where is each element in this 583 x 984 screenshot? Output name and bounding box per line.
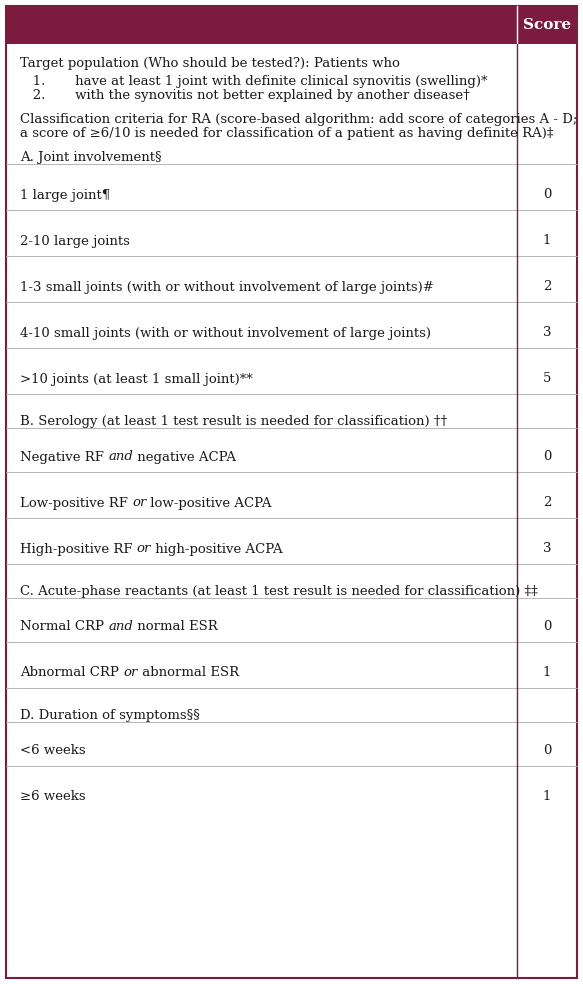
Text: Target population (Who should be tested?): Patients who: Target population (Who should be tested?… — [20, 56, 400, 70]
Text: 0: 0 — [543, 621, 551, 634]
Text: 0: 0 — [543, 745, 551, 758]
Text: low-positive ACPA: low-positive ACPA — [146, 497, 272, 510]
Text: 2: 2 — [543, 497, 551, 510]
Text: 1-3 small joints (with or without involvement of large joints)#: 1-3 small joints (with or without involv… — [20, 280, 434, 293]
Text: ≥6 weeks: ≥6 weeks — [20, 790, 86, 804]
Text: and: and — [108, 451, 133, 463]
Text: D. Duration of symptoms§§: D. Duration of symptoms§§ — [20, 708, 200, 721]
Text: Normal CRP: Normal CRP — [20, 621, 108, 634]
Text: normal ESR: normal ESR — [133, 621, 218, 634]
Text: and: and — [108, 621, 133, 634]
Text: B. Serology (at least 1 test result is needed for classification) ††: B. Serology (at least 1 test result is n… — [20, 414, 447, 427]
Text: <6 weeks: <6 weeks — [20, 745, 86, 758]
Text: 0: 0 — [543, 451, 551, 463]
Text: 3: 3 — [543, 542, 552, 556]
Text: negative ACPA: negative ACPA — [133, 451, 236, 463]
Text: 0: 0 — [543, 189, 551, 202]
Text: 2-10 large joints: 2-10 large joints — [20, 234, 130, 248]
Text: Classification criteria for RA (score-based algorithm: add score of categories A: Classification criteria for RA (score-ba… — [20, 112, 577, 126]
Text: high-positive ACPA: high-positive ACPA — [151, 542, 283, 556]
Text: A. Joint involvement§: A. Joint involvement§ — [20, 151, 161, 163]
Text: Negative RF: Negative RF — [20, 451, 108, 463]
Text: 1: 1 — [543, 666, 551, 680]
Text: or: or — [123, 666, 138, 680]
Text: 1: 1 — [543, 790, 551, 804]
Text: 1.       have at least 1 joint with definite clinical synovitis (swelling)*: 1. have at least 1 joint with definite c… — [20, 75, 487, 88]
Bar — [6, 6, 577, 44]
Text: abnormal ESR: abnormal ESR — [138, 666, 238, 680]
Text: 2.       with the synovitis not better explained by another disease†: 2. with the synovitis not better explain… — [20, 89, 470, 101]
Text: Score: Score — [523, 18, 571, 32]
Text: or: or — [132, 497, 146, 510]
Text: 3: 3 — [543, 327, 552, 339]
Text: 5: 5 — [543, 373, 551, 386]
Text: a score of ≥6/10 is needed for classification of a patient as having definite RA: a score of ≥6/10 is needed for classific… — [20, 127, 553, 140]
Text: C. Acute-phase reactants (at least 1 test result is needed for classification) ‡: C. Acute-phase reactants (at least 1 tes… — [20, 584, 538, 597]
Text: 4-10 small joints (with or without involvement of large joints): 4-10 small joints (with or without invol… — [20, 327, 431, 339]
Text: 1: 1 — [543, 234, 551, 248]
Text: High-positive RF: High-positive RF — [20, 542, 137, 556]
Text: or: or — [137, 542, 151, 556]
Text: 2: 2 — [543, 280, 551, 293]
Text: Low-positive RF: Low-positive RF — [20, 497, 132, 510]
Text: >10 joints (at least 1 small joint)**: >10 joints (at least 1 small joint)** — [20, 373, 253, 386]
Text: Abnormal CRP: Abnormal CRP — [20, 666, 123, 680]
Text: 1 large joint¶: 1 large joint¶ — [20, 189, 110, 202]
